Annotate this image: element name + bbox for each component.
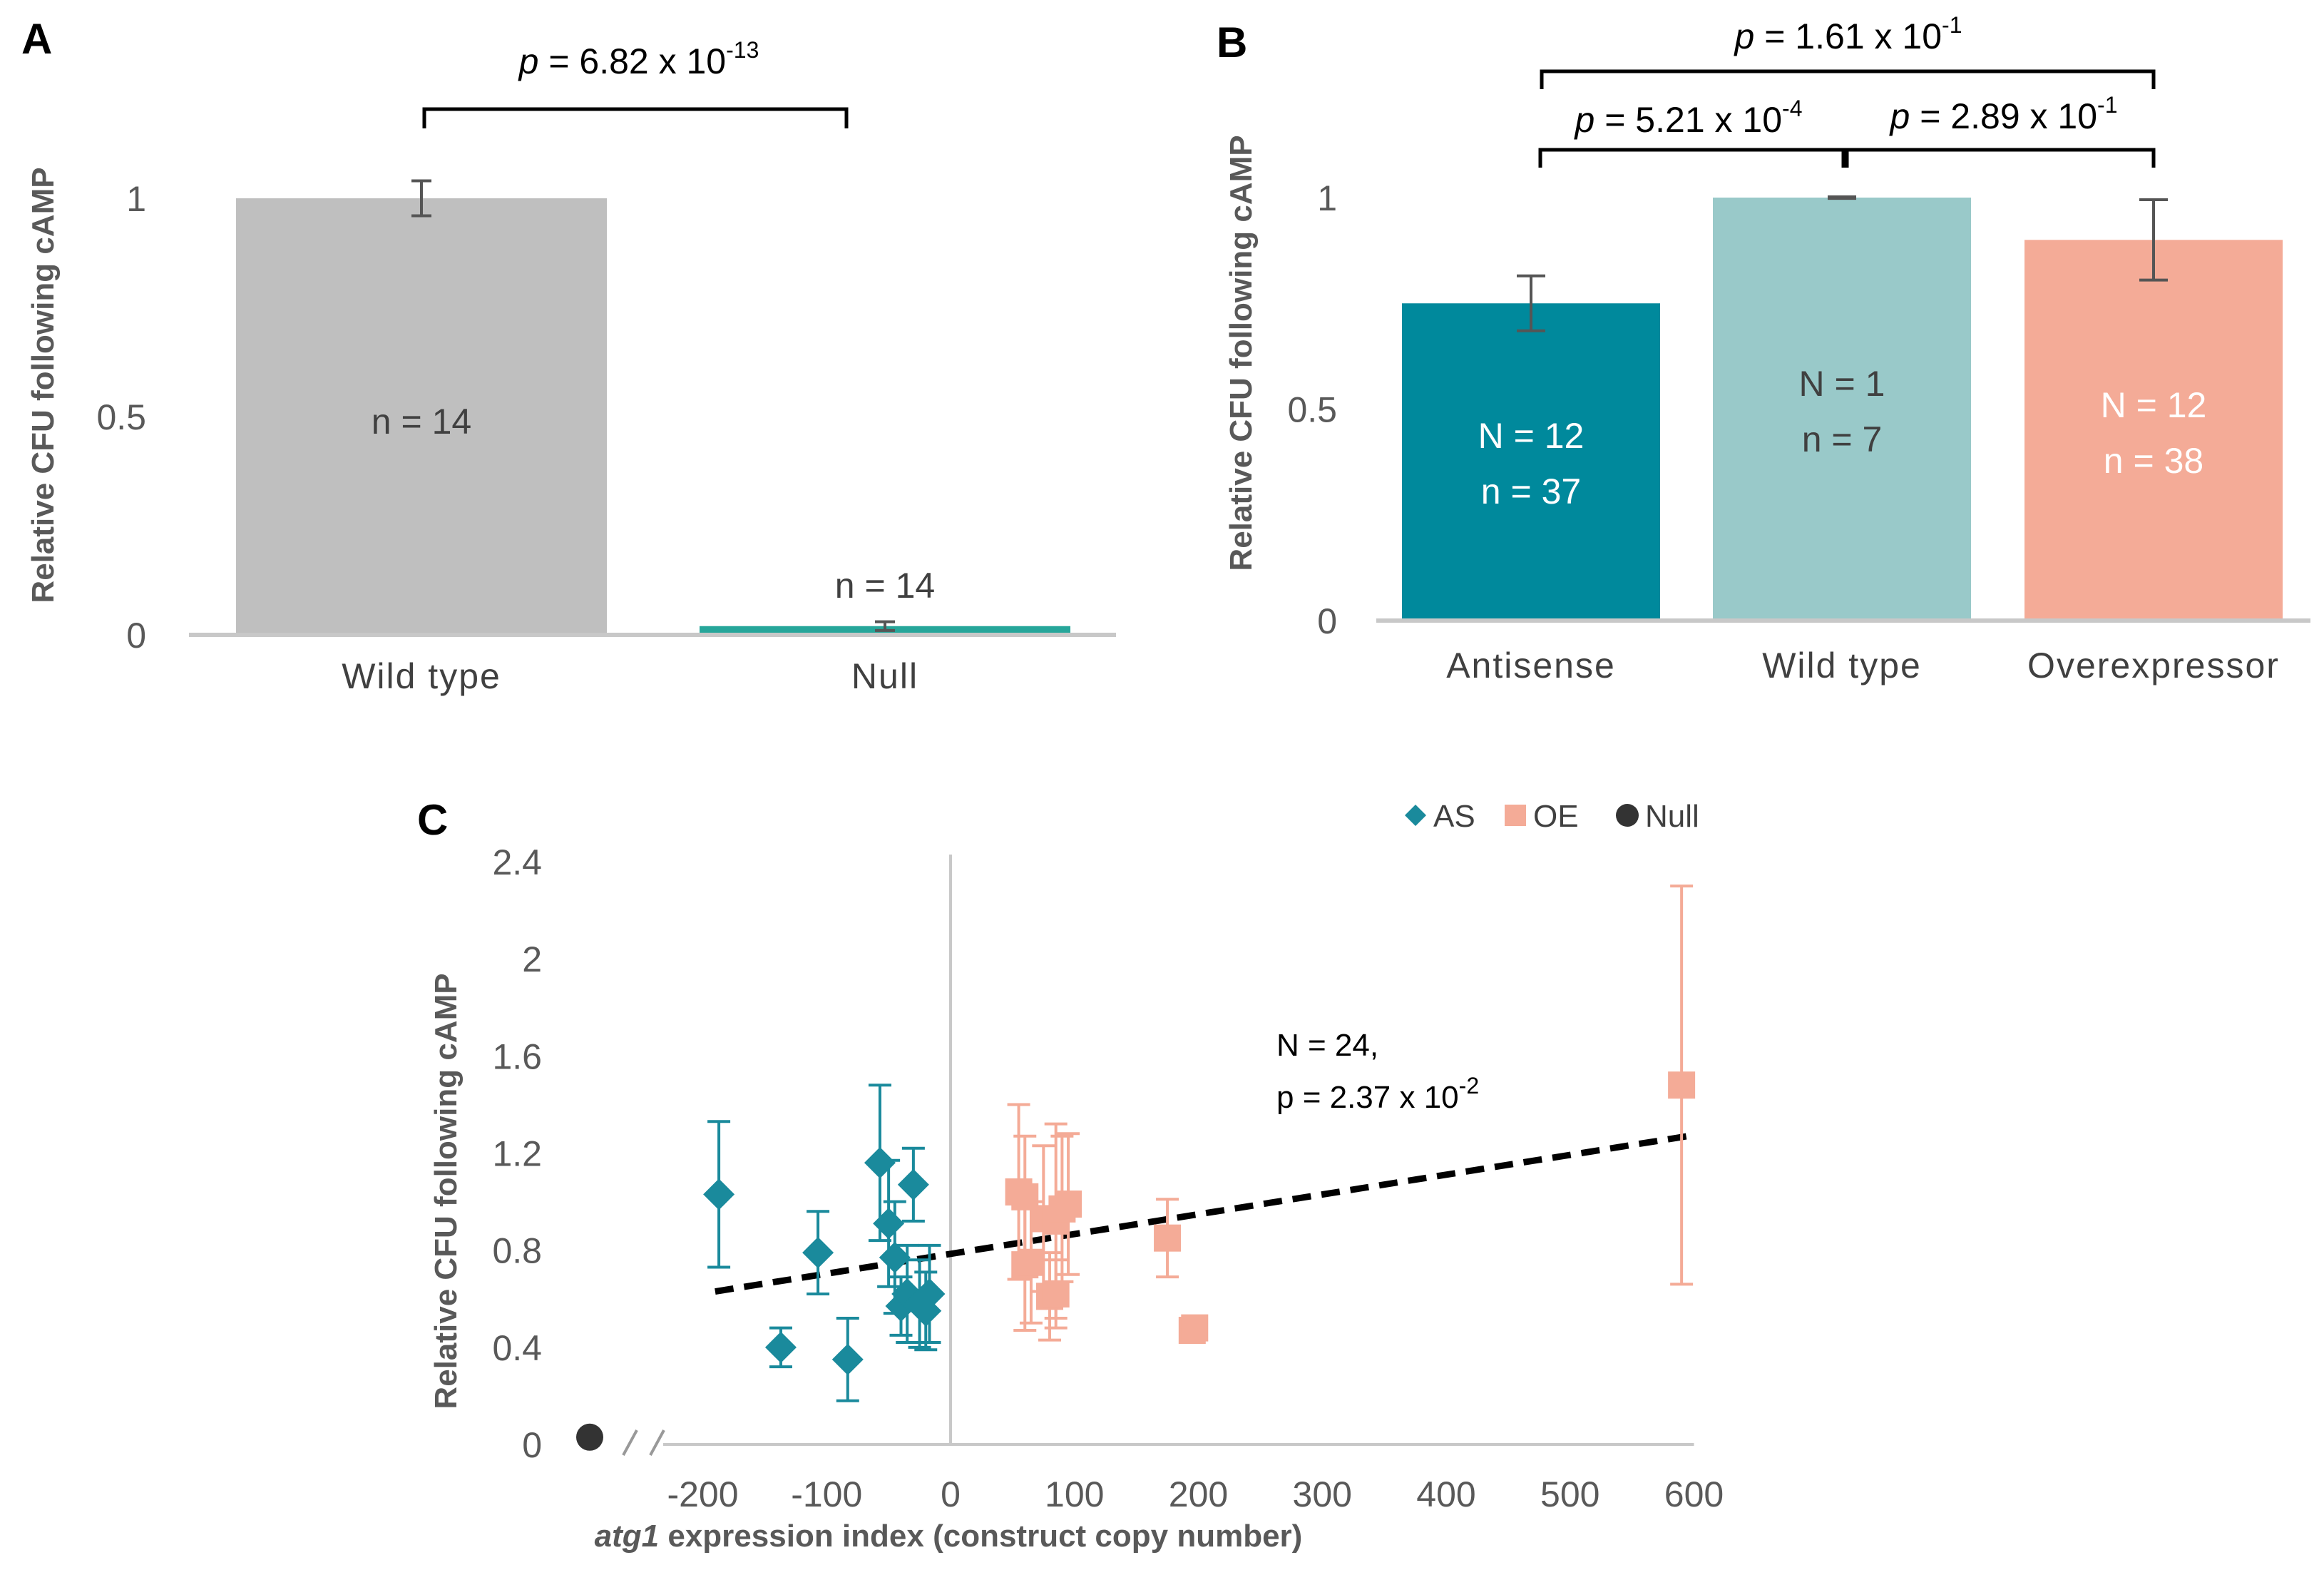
panel-b-bar-label: n = 37 — [1481, 471, 1581, 511]
panel-b-p-value-antisense-wildtype-p-value: = 5.21 x 10 — [1594, 100, 1782, 140]
panel-b-p-value-antisense-overexpressor: p = 1.61 x 10-1 — [1734, 12, 1962, 56]
panel-c-null-point — [576, 1423, 603, 1451]
panel-b-bar-label: N = 1 — [1799, 364, 1885, 404]
panel-c-annotation-exponent: -2 — [1459, 1073, 1479, 1099]
panel-c-annotation-p: p = 2.37 x 10 — [1276, 1080, 1459, 1115]
panel-c-x-tick-label: 600 — [1664, 1474, 1724, 1514]
panel-c-legend-label: Null — [1645, 799, 1699, 834]
panel-c-as-point — [831, 1343, 864, 1375]
panel-a-p-value-p-symbol: p — [518, 41, 539, 81]
panel-b-p-value-wildtype-overexpressor: p = 2.89 x 10-1 — [1889, 92, 2118, 136]
panel-b-bar-antisense — [1402, 303, 1660, 621]
panel-a-chart: Relative CFU following cAMP 0 0.5 1 n = 14 W… — [26, 37, 1116, 696]
panel-c-y-tick-label: 1.6 — [492, 1036, 542, 1076]
panel-b-bar-label: n = 38 — [2104, 441, 2203, 481]
panel-c-y-tick-label: 0.8 — [492, 1231, 542, 1271]
panel-a-p-value-p-exponent: -13 — [726, 37, 759, 63]
panel-c-as-point — [873, 1208, 905, 1240]
panel-b-p-value-antisense-wildtype-p-symbol: p — [1574, 100, 1595, 140]
panel-c-x-axis-title: atg1 expression index (construct copy nu… — [595, 1519, 1303, 1554]
panel-b-p-value-antisense-overexpressor-p-symbol: p — [1734, 16, 1755, 56]
panel-b-bar-label: N = 12 — [1478, 416, 1585, 456]
panel-c-y-tick-label: 0 — [522, 1425, 542, 1465]
panel-c-oe-point — [1055, 1191, 1082, 1218]
panel-a-p-value: p = 6.82 x 10-13 — [518, 37, 759, 81]
panel-c-as-point — [802, 1237, 834, 1269]
panel-c-x-tick-label: 100 — [1045, 1474, 1104, 1514]
panel-c-x-tick-label: 200 — [1169, 1474, 1228, 1514]
panel-label-b: B — [1217, 19, 1247, 66]
panel-b-p-value-antisense-wildtype: p = 5.21 x 10-4 — [1574, 96, 1803, 140]
panel-c-x-tick-label: 0 — [941, 1474, 961, 1514]
panel-a-y-axis-title: Relative CFU following cAMP — [26, 167, 61, 603]
panel-a-category-label: Null — [851, 656, 918, 696]
panel-c-chart: Relative CFU following cAMP atg1 express… — [429, 799, 1724, 1554]
panel-c-as-point — [897, 1168, 929, 1201]
panel-c-oe-point — [1181, 1314, 1209, 1342]
panel-b-p-value-antisense-wildtype-p-exponent: -4 — [1782, 96, 1802, 121]
panel-c-legend-label: OE — [1533, 799, 1579, 834]
panel-c-legend-oe-marker — [1505, 805, 1526, 826]
panel-label-a: A — [21, 15, 52, 63]
panel-c-y-tick-label: 2.4 — [492, 842, 542, 882]
panel-c-x-tick-label: -100 — [791, 1474, 862, 1514]
panel-c-as-point — [913, 1278, 946, 1310]
panel-c-trendline — [715, 1133, 1689, 1295]
panel-b-bar-label: N = 12 — [2101, 385, 2207, 425]
panel-c-as-point — [764, 1331, 797, 1363]
panel-b-bar-label: n = 7 — [1802, 419, 1883, 459]
panel-c-x-tick-label: 500 — [1540, 1474, 1599, 1514]
panel-c-legend-null-marker — [1616, 804, 1639, 827]
panel-a-significance-bracket — [422, 107, 849, 128]
panel-b-category-label: Overexpressor — [2027, 646, 2280, 685]
panel-c-oe-point — [1154, 1224, 1182, 1252]
panel-b-p-value-wildtype-overexpressor-p-exponent: -1 — [2097, 92, 2117, 118]
panel-b-category-label: Wild type — [1762, 646, 1922, 685]
panel-c-as-point — [864, 1147, 896, 1179]
panel-a-category-label: Wild type — [342, 656, 501, 696]
panel-b-p-value-wildtype-overexpressor-p-value: = 2.89 x 10 — [1910, 96, 2097, 136]
panel-b-p-value-antisense-overexpressor-p-value: = 1.61 x 10 — [1754, 16, 1942, 56]
panel-b-p-value-wildtype-overexpressor-p-symbol: p — [1889, 96, 1910, 136]
panel-a-y-tick-label: 0.5 — [96, 397, 146, 437]
panel-b-category-label: Antisense — [1446, 646, 1616, 685]
panel-a-y-tick-label: 0 — [126, 616, 146, 656]
panel-c-legend-label: AS — [1433, 799, 1475, 834]
panel-b-bar-overexpressor — [2024, 240, 2283, 621]
panel-c-as-point — [879, 1241, 911, 1273]
panel-b-bracket-antisense-wildtype — [1538, 148, 1846, 168]
panel-c-oe-point — [1042, 1280, 1070, 1308]
panel-b-bracket-antisense-overexpressor — [1540, 69, 2156, 89]
panel-b-y-tick-label: 0.5 — [1287, 390, 1337, 430]
panel-c-annotation-line1: N = 24, — [1276, 1028, 1378, 1063]
panel-label-c: C — [417, 796, 448, 844]
panel-b-p-value-antisense-overexpressor-p-exponent: -1 — [1942, 12, 1962, 38]
panel-c-oe-point — [1668, 1071, 1696, 1099]
panel-a-bar-wild-type — [236, 198, 607, 635]
panel-c-annotation-line2: p = 2.37 x 10-2 — [1276, 1073, 1479, 1115]
panel-a-bar-label: n = 14 — [835, 566, 935, 606]
panel-c-x-tick-label: 400 — [1416, 1474, 1475, 1514]
panel-a-y-tick-label: 1 — [126, 179, 146, 219]
panel-c-y-axis-title: Relative CFU following cAMP — [429, 973, 464, 1409]
panel-c-y-tick-label: 0.4 — [492, 1328, 542, 1368]
panel-b-y-tick-label: 0 — [1317, 601, 1337, 641]
panel-a-p-value-p-value: = 6.82 x 10 — [538, 41, 726, 81]
panel-c-x-axis-title-italic: atg1 — [595, 1519, 659, 1554]
panel-c-y-tick-label: 1.2 — [492, 1134, 542, 1174]
panel-c-x-axis-title-rest: expression index (construct copy number) — [659, 1519, 1302, 1554]
panel-b-bracket-wildtype-overexpressor — [1845, 148, 2156, 168]
panel-c-axis-break — [622, 1429, 665, 1456]
panel-c-as-point — [703, 1178, 735, 1210]
panel-c-x-tick-label: 300 — [1293, 1474, 1352, 1514]
panel-b-chart: Relative CFU following cAMP 0 0.5 1 N = 12 n… — [1224, 12, 2310, 685]
panel-a-bar-label: n = 14 — [372, 402, 471, 442]
panel-c-legend-as-marker — [1405, 805, 1426, 826]
panel-b-y-tick-label: 1 — [1317, 178, 1337, 218]
panel-b-bar-wild-type — [1713, 198, 1971, 621]
panel-c-y-tick-label: 2 — [522, 939, 542, 979]
panel-b-y-axis-title: Relative CFU following cAMP — [1224, 135, 1259, 571]
panel-c-x-tick-label: -200 — [667, 1474, 738, 1514]
